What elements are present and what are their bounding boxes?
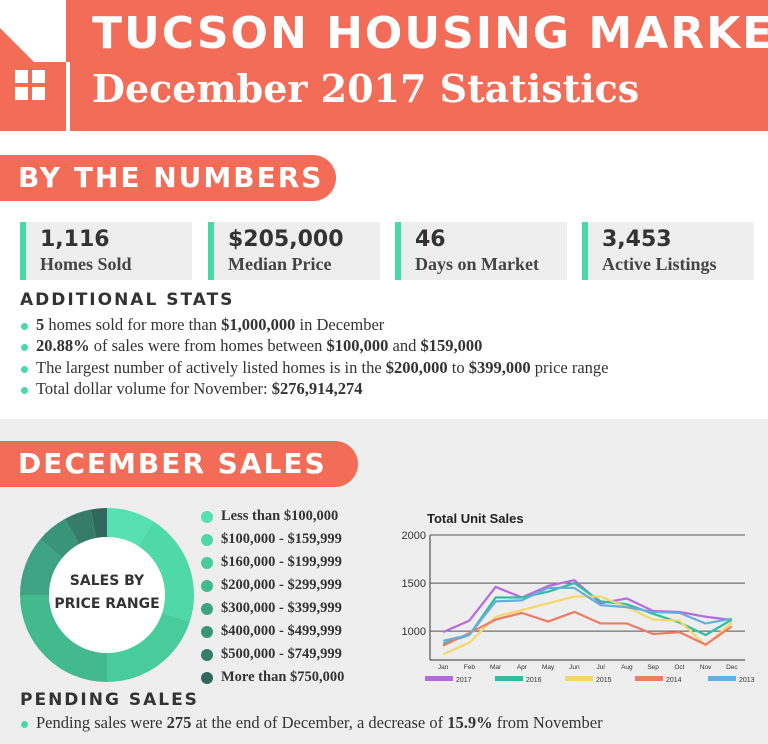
list-item: 20.88% of sales were from homes between …: [20, 335, 609, 356]
section-heading-december-sales: DECEMBER SALES: [0, 441, 358, 487]
stat-value: 1,116: [40, 227, 110, 252]
stat-card-median-price: $205,000 Median Price: [208, 222, 380, 280]
x-tick-label: May: [542, 664, 555, 671]
stat-label: Active Listings: [602, 254, 717, 274]
legend-item: $400,000 - $499,999: [201, 620, 344, 643]
sales-by-price-range-donut: [20, 508, 194, 682]
x-tick-label: Nov: [700, 664, 712, 671]
series-legend-swatch: [708, 676, 736, 681]
house-silhouette: [0, 0, 66, 131]
legend-item: $300,000 - $399,999: [201, 597, 344, 620]
donut-slice: [65, 509, 97, 545]
donut-slice: [39, 518, 80, 559]
list-item: 5 homes sold for more than $1,000,000 in…: [20, 314, 609, 335]
donut-slice: [138, 521, 194, 622]
stat-label: Days on Market: [415, 254, 539, 274]
legend-dot-icon: [201, 534, 213, 546]
donut-slice: [107, 508, 154, 547]
series-legend-label: 2016: [526, 677, 542, 684]
legend-label: $200,000 - $299,999: [221, 577, 342, 593]
donut-slice: [20, 539, 63, 595]
x-tick-label: Jan: [438, 664, 449, 671]
series-legend-swatch: [635, 676, 663, 681]
list-item: Total dollar volume for November: $276,9…: [20, 378, 609, 399]
x-tick-label: Oct: [674, 664, 684, 671]
y-tick-label: 2000: [402, 530, 426, 542]
series-legend-swatch: [425, 676, 453, 681]
pending-sales-heading: PENDING SALES: [20, 690, 199, 710]
donut-slice: [90, 508, 107, 539]
page-subtitle: December 2017 Statistics: [92, 66, 640, 111]
price-range-legend: Less than $100,000 $100,000 - $159,999 $16…: [201, 505, 344, 689]
legend-label: $100,000 - $159,999: [221, 531, 342, 547]
legend-dot-icon: [201, 626, 213, 638]
stat-card-days-on-market: 46 Days on Market: [395, 222, 567, 280]
legend-item: $100,000 - $159,999: [201, 528, 344, 551]
donut-center-label: SALES BY PRICE RANGE: [50, 570, 164, 616]
stat-card-homes-sold: 1,116 Homes Sold: [20, 222, 192, 280]
x-tick-label: Dec: [726, 664, 738, 671]
section-heading-by-the-numbers: BY THE NUMBERS: [0, 155, 336, 201]
y-tick-label: 1000: [402, 626, 426, 638]
series-legend-label: 2014: [666, 677, 682, 684]
stat-card-active-listings: 3,453 Active Listings: [582, 222, 754, 280]
series-legend-label: 2017: [456, 677, 472, 684]
series-legend-swatch: [495, 676, 523, 681]
donut-label-line1: SALES BY: [69, 573, 145, 589]
header-banner: [65, 0, 768, 131]
total-unit-sales-chart: Total Unit Sales 1000 1500 2000 Jan Feb Mar Apr…: [402, 511, 755, 684]
series-line-2013: [442, 586, 733, 642]
x-tick-label: Jun: [569, 664, 580, 671]
legend-label: Less than $100,000: [221, 508, 339, 524]
stat-value: $205,000: [228, 227, 344, 252]
legend-label: $500,000 - $749,999: [221, 646, 342, 662]
stat-label: Median Price: [228, 254, 332, 274]
legend-label: $160,000 - $199,999: [221, 554, 342, 570]
legend-item: $200,000 - $299,999: [201, 574, 344, 597]
x-tick-label: Jul: [596, 664, 605, 671]
x-tick-label: Aug: [621, 664, 633, 671]
series-legend-label: 2013: [739, 677, 755, 684]
legend-label: $300,000 - $399,999: [221, 600, 342, 616]
page-title: TUCSON HOUSING MARKET: [92, 8, 768, 59]
legend-dot-icon: [201, 557, 213, 569]
donut-hole: [49, 537, 165, 653]
series-legend-swatch: [565, 676, 593, 681]
x-tick-label: Apr: [517, 664, 528, 671]
donut-slice: [20, 595, 107, 682]
legend-dot-icon: [201, 649, 213, 661]
series-line-2014: [442, 610, 733, 647]
legend-item: More than $750,000: [201, 666, 344, 689]
donut-label-line2: PRICE RANGE: [54, 596, 160, 612]
legend-dot-icon: [201, 672, 213, 684]
chart-title: Total Unit Sales: [427, 511, 524, 526]
legend-dot-icon: [201, 603, 213, 615]
pending-sales-list: Pending sales were 275 at the end of Dec…: [20, 712, 603, 733]
legend-label: $400,000 - $499,999: [221, 623, 342, 639]
additional-stats-list: 5 homes sold for more than $1,000,000 in…: [20, 314, 609, 399]
legend-item: Less than $100,000: [201, 505, 344, 528]
stat-label: Homes Sold: [40, 254, 132, 274]
legend-dot-icon: [201, 580, 213, 592]
stat-value: 3,453: [602, 227, 672, 252]
list-item: Pending sales were 275 at the end of Dec…: [20, 712, 603, 733]
x-tick-label: Sep: [647, 664, 659, 671]
house-window-icon: [15, 70, 45, 100]
x-tick-label: Mar: [490, 664, 502, 671]
x-tick-label: Feb: [464, 664, 476, 671]
y-tick-label: 1500: [402, 578, 426, 590]
stat-value: 46: [415, 227, 446, 252]
list-item: The largest number of actively listed ho…: [20, 357, 609, 378]
legend-label: More than $750,000: [221, 669, 345, 685]
legend-item: $500,000 - $749,999: [201, 643, 344, 666]
series-legend-label: 2015: [596, 677, 612, 684]
legend-dot-icon: [201, 511, 213, 523]
legend-item: $160,000 - $199,999: [201, 551, 344, 574]
donut-slice: [107, 612, 190, 682]
additional-stats-heading: ADDITIONAL STATS: [20, 290, 235, 310]
